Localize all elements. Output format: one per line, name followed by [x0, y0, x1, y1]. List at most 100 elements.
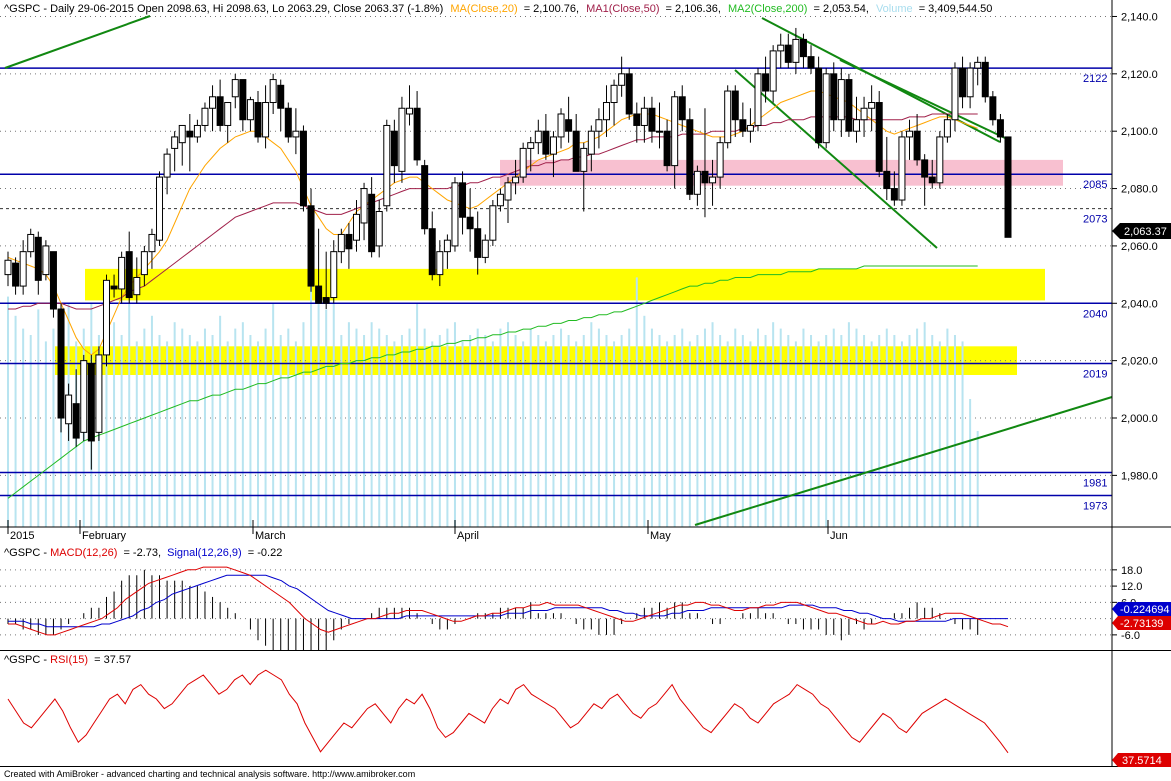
level-label-2085: 2085 — [1083, 179, 1107, 191]
candle-body — [580, 147, 588, 172]
candle-body — [246, 99, 254, 121]
candle-body — [322, 297, 330, 304]
candle-body — [307, 205, 315, 287]
candle-body — [769, 50, 777, 92]
candle-body — [1004, 136, 1012, 238]
candle — [602, 85, 610, 137]
candle-body — [27, 233, 35, 253]
price-tick-label: 2,120.0 — [1121, 69, 1158, 81]
volume-bar — [203, 328, 206, 527]
candle-body — [754, 73, 762, 126]
volume-bar — [408, 328, 411, 527]
volume-bar — [825, 335, 828, 527]
candle — [565, 96, 573, 143]
volume-bar — [916, 328, 919, 527]
volume-bar — [961, 341, 964, 527]
volume-bar — [953, 335, 956, 527]
rsi-label: RSI(15) — [50, 654, 88, 666]
candle — [489, 200, 497, 246]
volume-bar — [628, 328, 631, 527]
volume-bar — [287, 328, 290, 527]
volume-bar — [37, 309, 40, 527]
candle — [815, 56, 823, 149]
volume-bar — [393, 341, 396, 527]
volume-bar — [272, 303, 275, 527]
zone-yellow-0 — [85, 268, 1045, 301]
candle — [534, 119, 542, 155]
volume-bar — [150, 315, 153, 527]
candle-body — [557, 113, 565, 138]
volume-bar — [431, 341, 434, 527]
volume-bar — [166, 341, 169, 527]
volume-bar — [188, 335, 191, 527]
candle — [49, 251, 57, 318]
volume-bar — [847, 322, 850, 527]
volume-bar — [885, 328, 888, 527]
volume-bar — [514, 335, 517, 527]
candle — [898, 131, 906, 206]
candle-body — [436, 251, 444, 276]
candle-body — [42, 245, 50, 276]
volume-bar — [681, 328, 684, 527]
volume-bar — [605, 335, 608, 527]
volume-bar — [294, 341, 297, 527]
macd-grid — [0, 569, 1112, 636]
candle-body — [110, 285, 118, 290]
candle-body — [171, 136, 179, 149]
candle — [398, 96, 406, 183]
volume-bar — [794, 341, 797, 527]
macd-header-prefix: ^GSPC - — [4, 547, 50, 559]
ma50-label: MA1(Close,50) — [586, 3, 659, 15]
candle — [80, 354, 88, 441]
macd-value: = -2.73, — [123, 547, 161, 559]
candle-body — [572, 130, 580, 172]
rsi-last-label: 37.5714 — [1122, 755, 1162, 767]
candle-body — [459, 182, 467, 218]
candle — [580, 142, 588, 212]
candle — [390, 119, 398, 183]
candle-body — [496, 193, 504, 207]
macd-header: ^GSPC - MACD(12,26) = -2.73, Signal(12,2… — [4, 547, 282, 559]
candle-body — [731, 90, 739, 121]
volume-bar — [613, 341, 616, 527]
volume-bar — [711, 322, 714, 527]
candle-body — [906, 130, 914, 138]
rsi-value: = 37.57 — [94, 654, 131, 666]
level-label-1981: 1981 — [1083, 478, 1107, 490]
candle-body — [512, 176, 520, 184]
candle-body — [625, 73, 633, 115]
candle-body — [959, 67, 967, 98]
candle-body — [95, 354, 103, 433]
candle-body — [921, 159, 929, 178]
candle-body — [284, 107, 292, 138]
signal-value: = -0.22 — [248, 547, 283, 559]
candle — [443, 234, 451, 269]
candle-body — [686, 119, 694, 195]
macd-label: MACD(12,26) — [50, 547, 117, 559]
volume-bar — [658, 335, 661, 527]
volume-bar — [900, 341, 903, 527]
candle — [959, 56, 967, 109]
volume-bar — [158, 335, 161, 527]
candle — [981, 56, 989, 103]
candle — [1004, 136, 1012, 238]
candle-body — [489, 205, 497, 241]
candle-body — [299, 130, 307, 207]
volume-bar — [522, 341, 525, 527]
level-label-1973: 1973 — [1083, 500, 1107, 512]
volume-bar — [135, 341, 138, 527]
candle — [451, 177, 459, 252]
volume-bar — [385, 335, 388, 527]
volume-bar — [757, 328, 759, 527]
candle-body — [474, 228, 482, 258]
candle — [118, 251, 126, 304]
volume-bar — [173, 322, 176, 527]
volume-bar — [325, 309, 328, 527]
volume-bar — [976, 431, 979, 527]
candle-body — [656, 130, 664, 133]
trend-line — [839, 59, 1006, 139]
candle-body — [587, 130, 595, 155]
level-label-2122: 2122 — [1083, 73, 1107, 85]
macd-tick-label: 12.0 — [1121, 581, 1142, 593]
candle — [724, 85, 732, 149]
